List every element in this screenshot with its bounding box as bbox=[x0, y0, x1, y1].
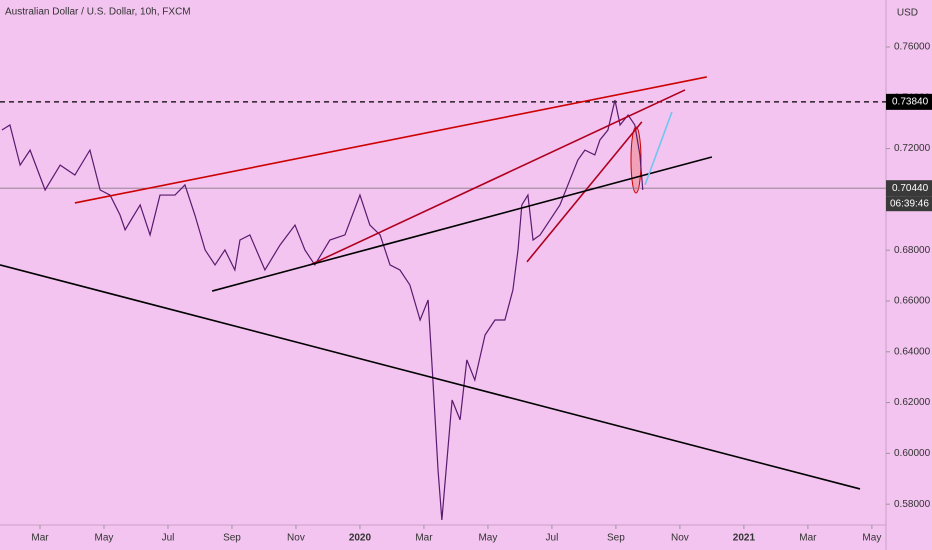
x-tick-label: 2021 bbox=[733, 533, 756, 544]
x-tick-label: Sep bbox=[223, 533, 241, 544]
y-tick-label: 0.62000 bbox=[894, 397, 931, 408]
x-tick-label: Sep bbox=[607, 533, 625, 544]
x-tick-label: Jul bbox=[162, 533, 175, 544]
highlight-ellipse bbox=[630, 126, 642, 194]
y-tick-label: 0.72000 bbox=[894, 143, 931, 154]
trendline bbox=[309, 89, 686, 266]
x-tick-label: 2020 bbox=[349, 533, 372, 544]
price-line-series bbox=[1, 99, 644, 520]
x-tick-label: May bbox=[862, 533, 881, 544]
x-tick-label: May bbox=[478, 533, 497, 544]
x-tick-label: Mar bbox=[31, 533, 49, 544]
price-label: 0.70440 bbox=[892, 183, 929, 194]
x-tick-label: Nov bbox=[287, 533, 305, 544]
trendline bbox=[644, 111, 673, 186]
trendline bbox=[0, 264, 861, 490]
x-tick-label: Mar bbox=[799, 533, 817, 544]
x-tick-label: Nov bbox=[671, 533, 689, 544]
x-tick-label: Jul bbox=[546, 533, 559, 544]
price-label-box bbox=[886, 180, 932, 197]
x-tick-label: May bbox=[95, 533, 114, 544]
y-tick-label: 0.58000 bbox=[894, 499, 931, 510]
trendline bbox=[74, 76, 707, 204]
countdown-box bbox=[886, 196, 932, 212]
currency: USD bbox=[897, 8, 918, 19]
trendline bbox=[211, 156, 713, 292]
countdown: 06:39:46 bbox=[890, 198, 929, 209]
y-tick-label: 0.64000 bbox=[894, 346, 931, 357]
x-tick-label: Mar bbox=[415, 533, 433, 544]
price-label: 0.73840 bbox=[892, 96, 929, 107]
y-tick-label: 0.68000 bbox=[894, 245, 931, 256]
chart-title: Australian Dollar / U.S. Dollar, 10h, FX… bbox=[5, 7, 191, 18]
y-tick-label: 0.76000 bbox=[894, 42, 931, 53]
y-tick-label: 0.66000 bbox=[894, 296, 931, 307]
y-tick-label: 0.60000 bbox=[894, 448, 931, 459]
price-label-box bbox=[886, 93, 932, 110]
